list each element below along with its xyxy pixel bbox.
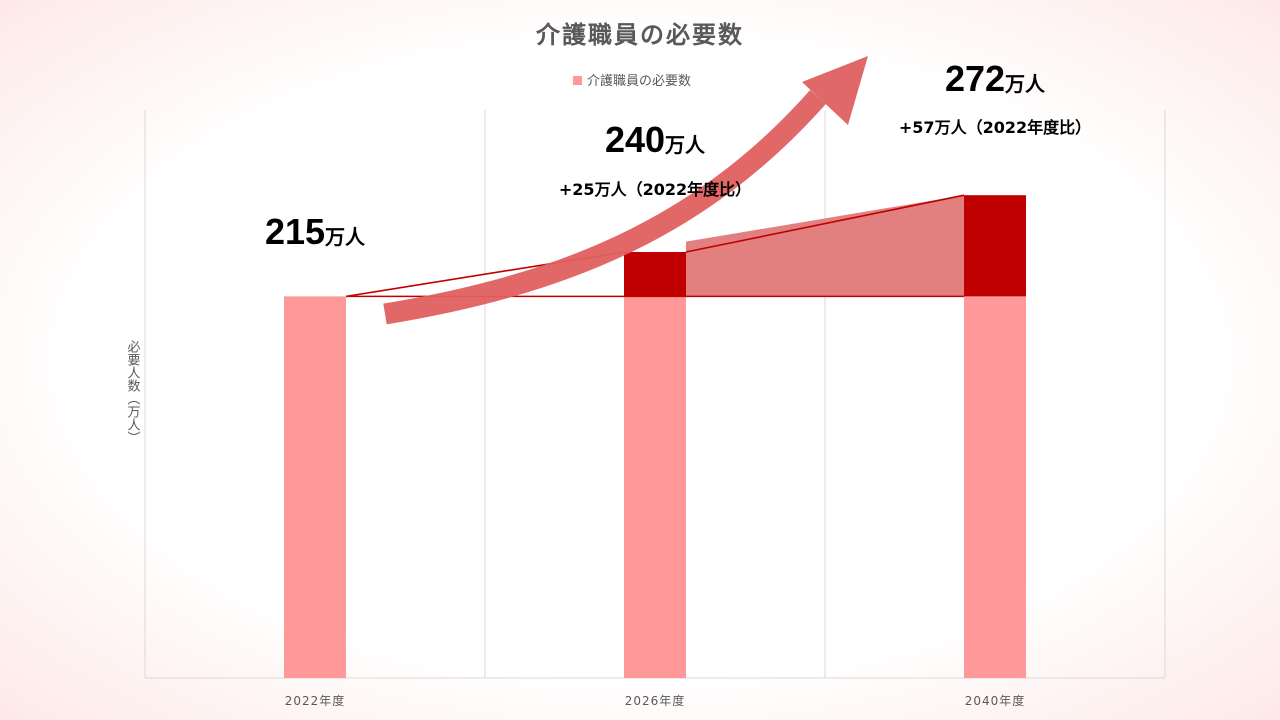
- bar-base-2: [964, 296, 1026, 678]
- value-labels: 215万人240万人+25万人（2022年度比）272万人+57万人（2022年…: [265, 58, 1091, 252]
- value-unit: 万人: [664, 133, 706, 157]
- value-number: 215: [265, 211, 325, 252]
- legend-swatch: [573, 76, 582, 85]
- delta-label-2: +57万人（2022年度比）: [899, 118, 1091, 137]
- trend-arrow: [383, 56, 868, 325]
- x-tick-label: 2022年度: [285, 693, 346, 708]
- trend-arrow-head: [802, 56, 868, 125]
- value-label-1: 240万人: [605, 119, 706, 160]
- chart-title: 介護職員の必要数: [535, 21, 744, 49]
- value-number: 240: [605, 119, 665, 160]
- growth-line-2: [685, 194, 965, 253]
- x-axis: 2022年度 2026年度 2040年度: [285, 693, 1026, 708]
- bar-increase-2: [964, 195, 1026, 297]
- bar-base-1: [624, 296, 686, 678]
- increase-area-fill: [686, 195, 964, 297]
- value-label-2: 272万人: [945, 58, 1046, 99]
- bar-base-0: [284, 296, 346, 678]
- x-tick-label: 2026年度: [625, 693, 686, 708]
- bar-increase-1: [624, 252, 686, 297]
- x-tick-label: 2040年度: [965, 693, 1026, 708]
- legend: 介護職員の必要数: [573, 73, 691, 89]
- delta-label-1: +25万人（2022年度比）: [559, 180, 751, 199]
- trend-arrow-shaft: [383, 90, 826, 325]
- value-number: 272: [945, 58, 1005, 99]
- legend-label: 介護職員の必要数: [587, 73, 691, 89]
- value-unit: 万人: [1004, 72, 1046, 96]
- y-axis-label: 必要人数（万人）: [125, 340, 141, 444]
- value-label-0: 215万人: [265, 211, 366, 252]
- trend-arrow-icon: [383, 56, 868, 325]
- value-unit: 万人: [324, 225, 366, 249]
